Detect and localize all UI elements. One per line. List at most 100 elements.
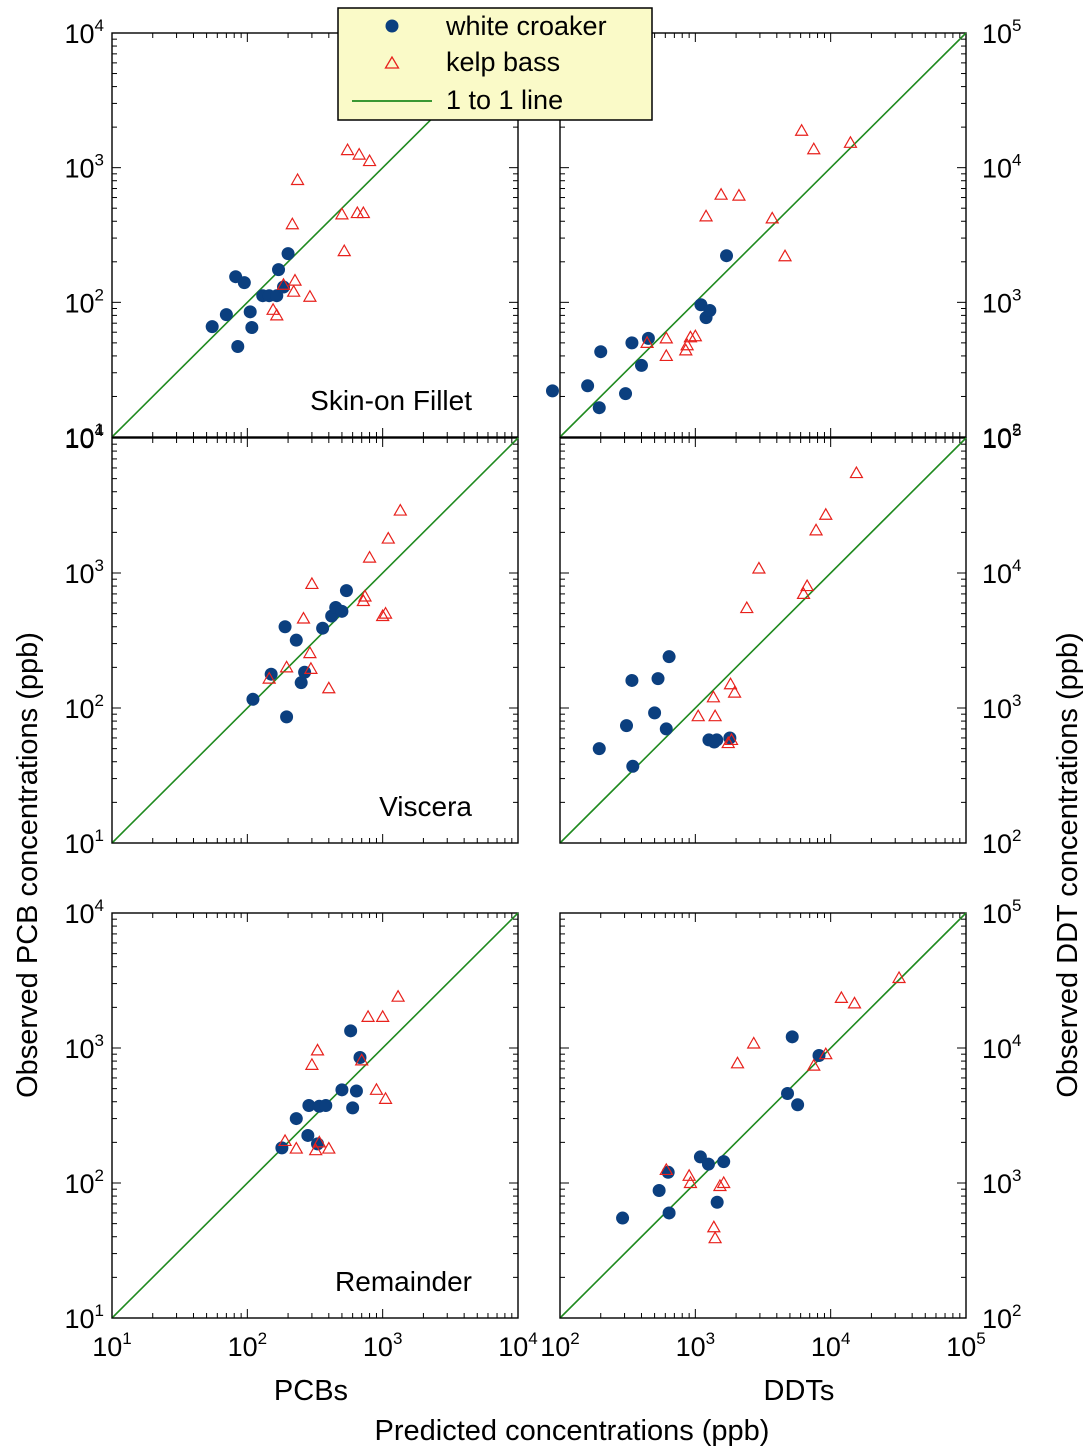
- x-tick-label: 104: [498, 1329, 538, 1362]
- data-point-kelp-bass: [691, 708, 706, 722]
- data-point-kelp-bass: [723, 677, 738, 690]
- data-point-kelp-bass: [362, 153, 377, 167]
- data-point-white-croaker: [316, 621, 330, 635]
- data-point-kelp-bass: [290, 172, 305, 186]
- data-point-kelp-bass: [659, 348, 674, 362]
- data-point-kelp-bass: [806, 142, 821, 155]
- data-point-kelp-bass: [834, 990, 849, 1004]
- data-point-kelp-bass: [777, 249, 793, 262]
- x-tick-label: 105: [946, 1329, 986, 1362]
- legend-label-kelp-bass: kelp bass: [446, 47, 560, 77]
- y-tick-label: 105: [982, 421, 1022, 454]
- data-point-white-croaker: [281, 247, 295, 261]
- data-point-kelp-bass: [302, 645, 317, 659]
- data-point-kelp-bass: [683, 330, 698, 343]
- y-axis-label-right: Observed DDT concentrations (ppb): [1052, 632, 1084, 1097]
- data-point-kelp-bass: [369, 1082, 384, 1095]
- data-point-white-croaker: [619, 719, 633, 733]
- data-point-white-croaker: [720, 249, 734, 263]
- data-point-kelp-bass: [352, 147, 367, 160]
- data-point-kelp-bass: [688, 329, 703, 342]
- y-tick-label: 102: [982, 826, 1022, 859]
- data-point-kelp-bass: [286, 284, 301, 297]
- data-point-kelp-bass: [708, 708, 723, 722]
- data-point-kelp-bass: [304, 1057, 319, 1070]
- data-point-kelp-bass: [708, 1230, 723, 1244]
- legend-label-white-croaker: white croaker: [445, 11, 607, 41]
- data-point-kelp-bass: [287, 273, 303, 286]
- y-tick-label: 105: [982, 16, 1022, 49]
- data-point-white-croaker: [298, 665, 312, 679]
- data-point-white-croaker: [710, 733, 724, 747]
- series-kelp-bass: [262, 503, 408, 694]
- data-point-white-croaker: [619, 387, 633, 401]
- y-tick-label: 103: [982, 691, 1022, 724]
- data-point-white-croaker: [625, 336, 639, 350]
- data-point-white-croaker: [625, 673, 639, 687]
- legend: white croaker kelp bass 1 to 1 line: [337, 7, 653, 121]
- plot-frame: [111, 912, 519, 1319]
- data-point-white-croaker: [781, 1087, 795, 1101]
- y-tick-label: 103: [64, 1031, 104, 1064]
- data-point-white-croaker: [785, 1030, 799, 1044]
- data-point-white-croaker: [243, 305, 257, 319]
- data-point-kelp-bass: [354, 1053, 369, 1066]
- data-point-kelp-bass: [310, 1043, 325, 1056]
- y-tick-label: 104: [64, 16, 104, 49]
- y-tick-label: 102: [982, 1301, 1022, 1334]
- data-point-kelp-bass: [847, 996, 862, 1009]
- data-point-kelp-bass: [818, 507, 833, 520]
- data-point-white-croaker: [710, 1195, 724, 1209]
- x-tick-label: 101: [92, 1329, 132, 1362]
- plot-frame: [559, 32, 967, 438]
- x-tick-label: 102: [540, 1329, 580, 1362]
- series-kelp-bass: [266, 142, 377, 321]
- panel-pcb-viscera: 101 102 103 104 Viscera: [64, 421, 519, 859]
- data-point-kelp-bass: [849, 465, 864, 479]
- data-point-kelp-bass: [304, 576, 319, 590]
- data-point-kelp-bass: [706, 1220, 721, 1233]
- data-point-white-croaker: [335, 604, 349, 618]
- series-white-croaker: [246, 584, 353, 724]
- data-point-white-croaker: [717, 1155, 731, 1169]
- x-tick-label: 103: [676, 1329, 716, 1362]
- series-white-croaker: [616, 1030, 826, 1225]
- plot-frame: [111, 437, 519, 844]
- data-point-white-croaker: [245, 321, 259, 335]
- data-point-white-croaker: [275, 1141, 289, 1155]
- panel-label: Remainder: [335, 1266, 472, 1297]
- data-point-white-croaker: [205, 320, 219, 334]
- data-point-kelp-bass: [818, 1046, 833, 1060]
- data-point-kelp-bass: [362, 550, 377, 563]
- data-point-white-croaker: [319, 1099, 333, 1113]
- data-point-white-croaker: [335, 1083, 349, 1097]
- data-point-kelp-bass: [350, 205, 365, 219]
- series-white-croaker: [592, 650, 737, 773]
- data-point-white-croaker: [652, 1183, 666, 1197]
- data-point-kelp-bass: [391, 989, 406, 1002]
- data-point-white-croaker: [219, 308, 233, 322]
- data-point-kelp-bass: [361, 1009, 376, 1022]
- data-point-kelp-bass: [731, 188, 746, 201]
- data-point-white-croaker: [231, 339, 245, 353]
- data-point-kelp-bass: [340, 142, 355, 156]
- data-point-kelp-bass: [794, 123, 809, 136]
- data-point-white-croaker: [648, 706, 662, 720]
- data-point-white-croaker: [616, 1211, 630, 1225]
- y-tick-label: 104: [64, 421, 104, 454]
- data-point-kelp-bass: [321, 1141, 336, 1154]
- data-point-white-croaker: [264, 667, 278, 681]
- data-point-kelp-bass: [699, 209, 714, 222]
- y-tick-label: 102: [64, 691, 104, 724]
- series-white-croaker: [275, 1024, 367, 1155]
- legend-marker-white-croaker: [385, 19, 399, 33]
- plot-frame: [111, 32, 519, 438]
- data-point-white-croaker: [626, 759, 640, 773]
- x-axis-label-ddts: DDTs: [764, 1375, 835, 1407]
- panel-label: Viscera: [379, 791, 472, 822]
- y-tick-label: 104: [64, 896, 104, 929]
- data-point-kelp-bass: [683, 1175, 698, 1189]
- data-point-white-croaker: [278, 620, 292, 634]
